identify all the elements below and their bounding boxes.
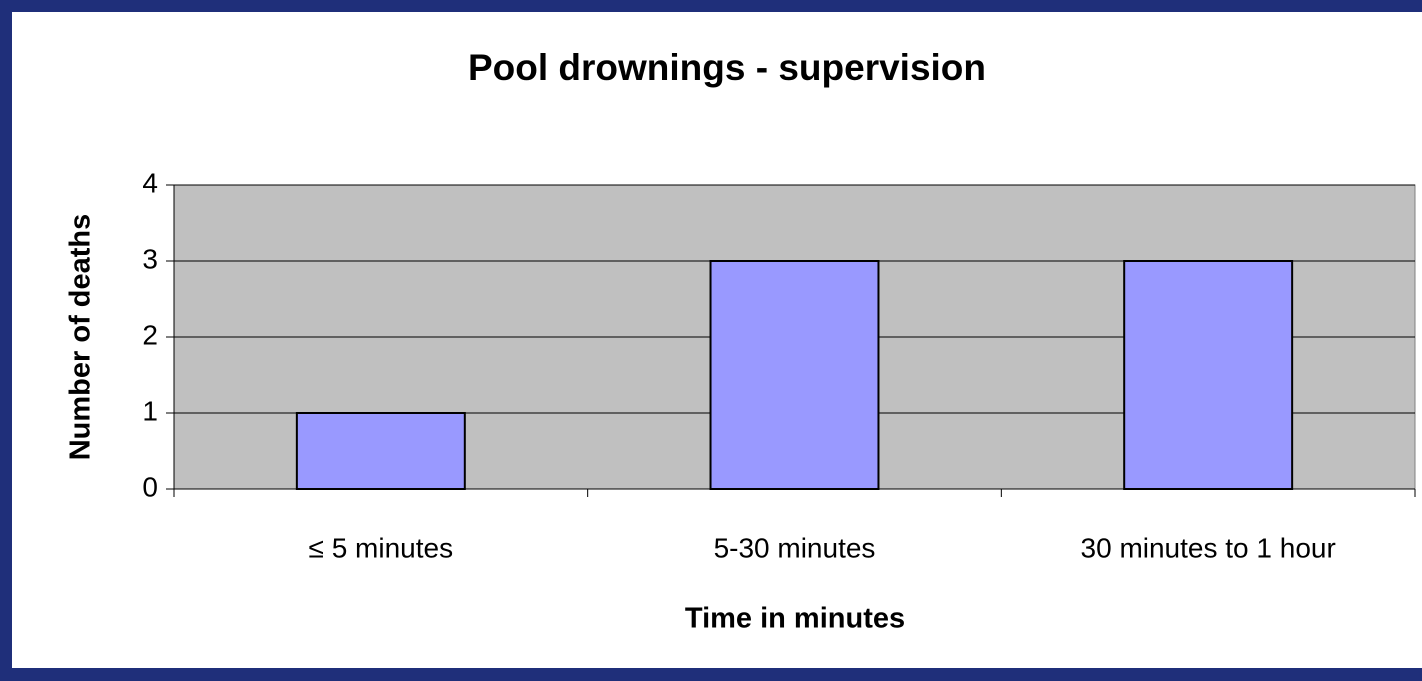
y-tick-label: 4 <box>142 167 158 198</box>
bar <box>709 260 880 490</box>
y-tick-label: 0 <box>142 471 158 502</box>
x-axis-title: Time in minutes <box>685 603 905 635</box>
y-tick-label: 1 <box>142 395 158 426</box>
y-tick-label: 3 <box>142 243 158 274</box>
bar <box>295 412 466 490</box>
y-tick-label: 2 <box>142 319 158 350</box>
x-tick-label: 30 minutes to 1 hour <box>1081 532 1336 563</box>
bar <box>1123 260 1294 490</box>
chart-title: Pool drownings - supervision <box>468 47 986 88</box>
y-axis-title: Number of deaths <box>65 214 97 461</box>
x-tick-label: ≤ 5 minutes <box>309 532 454 563</box>
x-tick-label: 5-30 minutes <box>714 532 876 563</box>
